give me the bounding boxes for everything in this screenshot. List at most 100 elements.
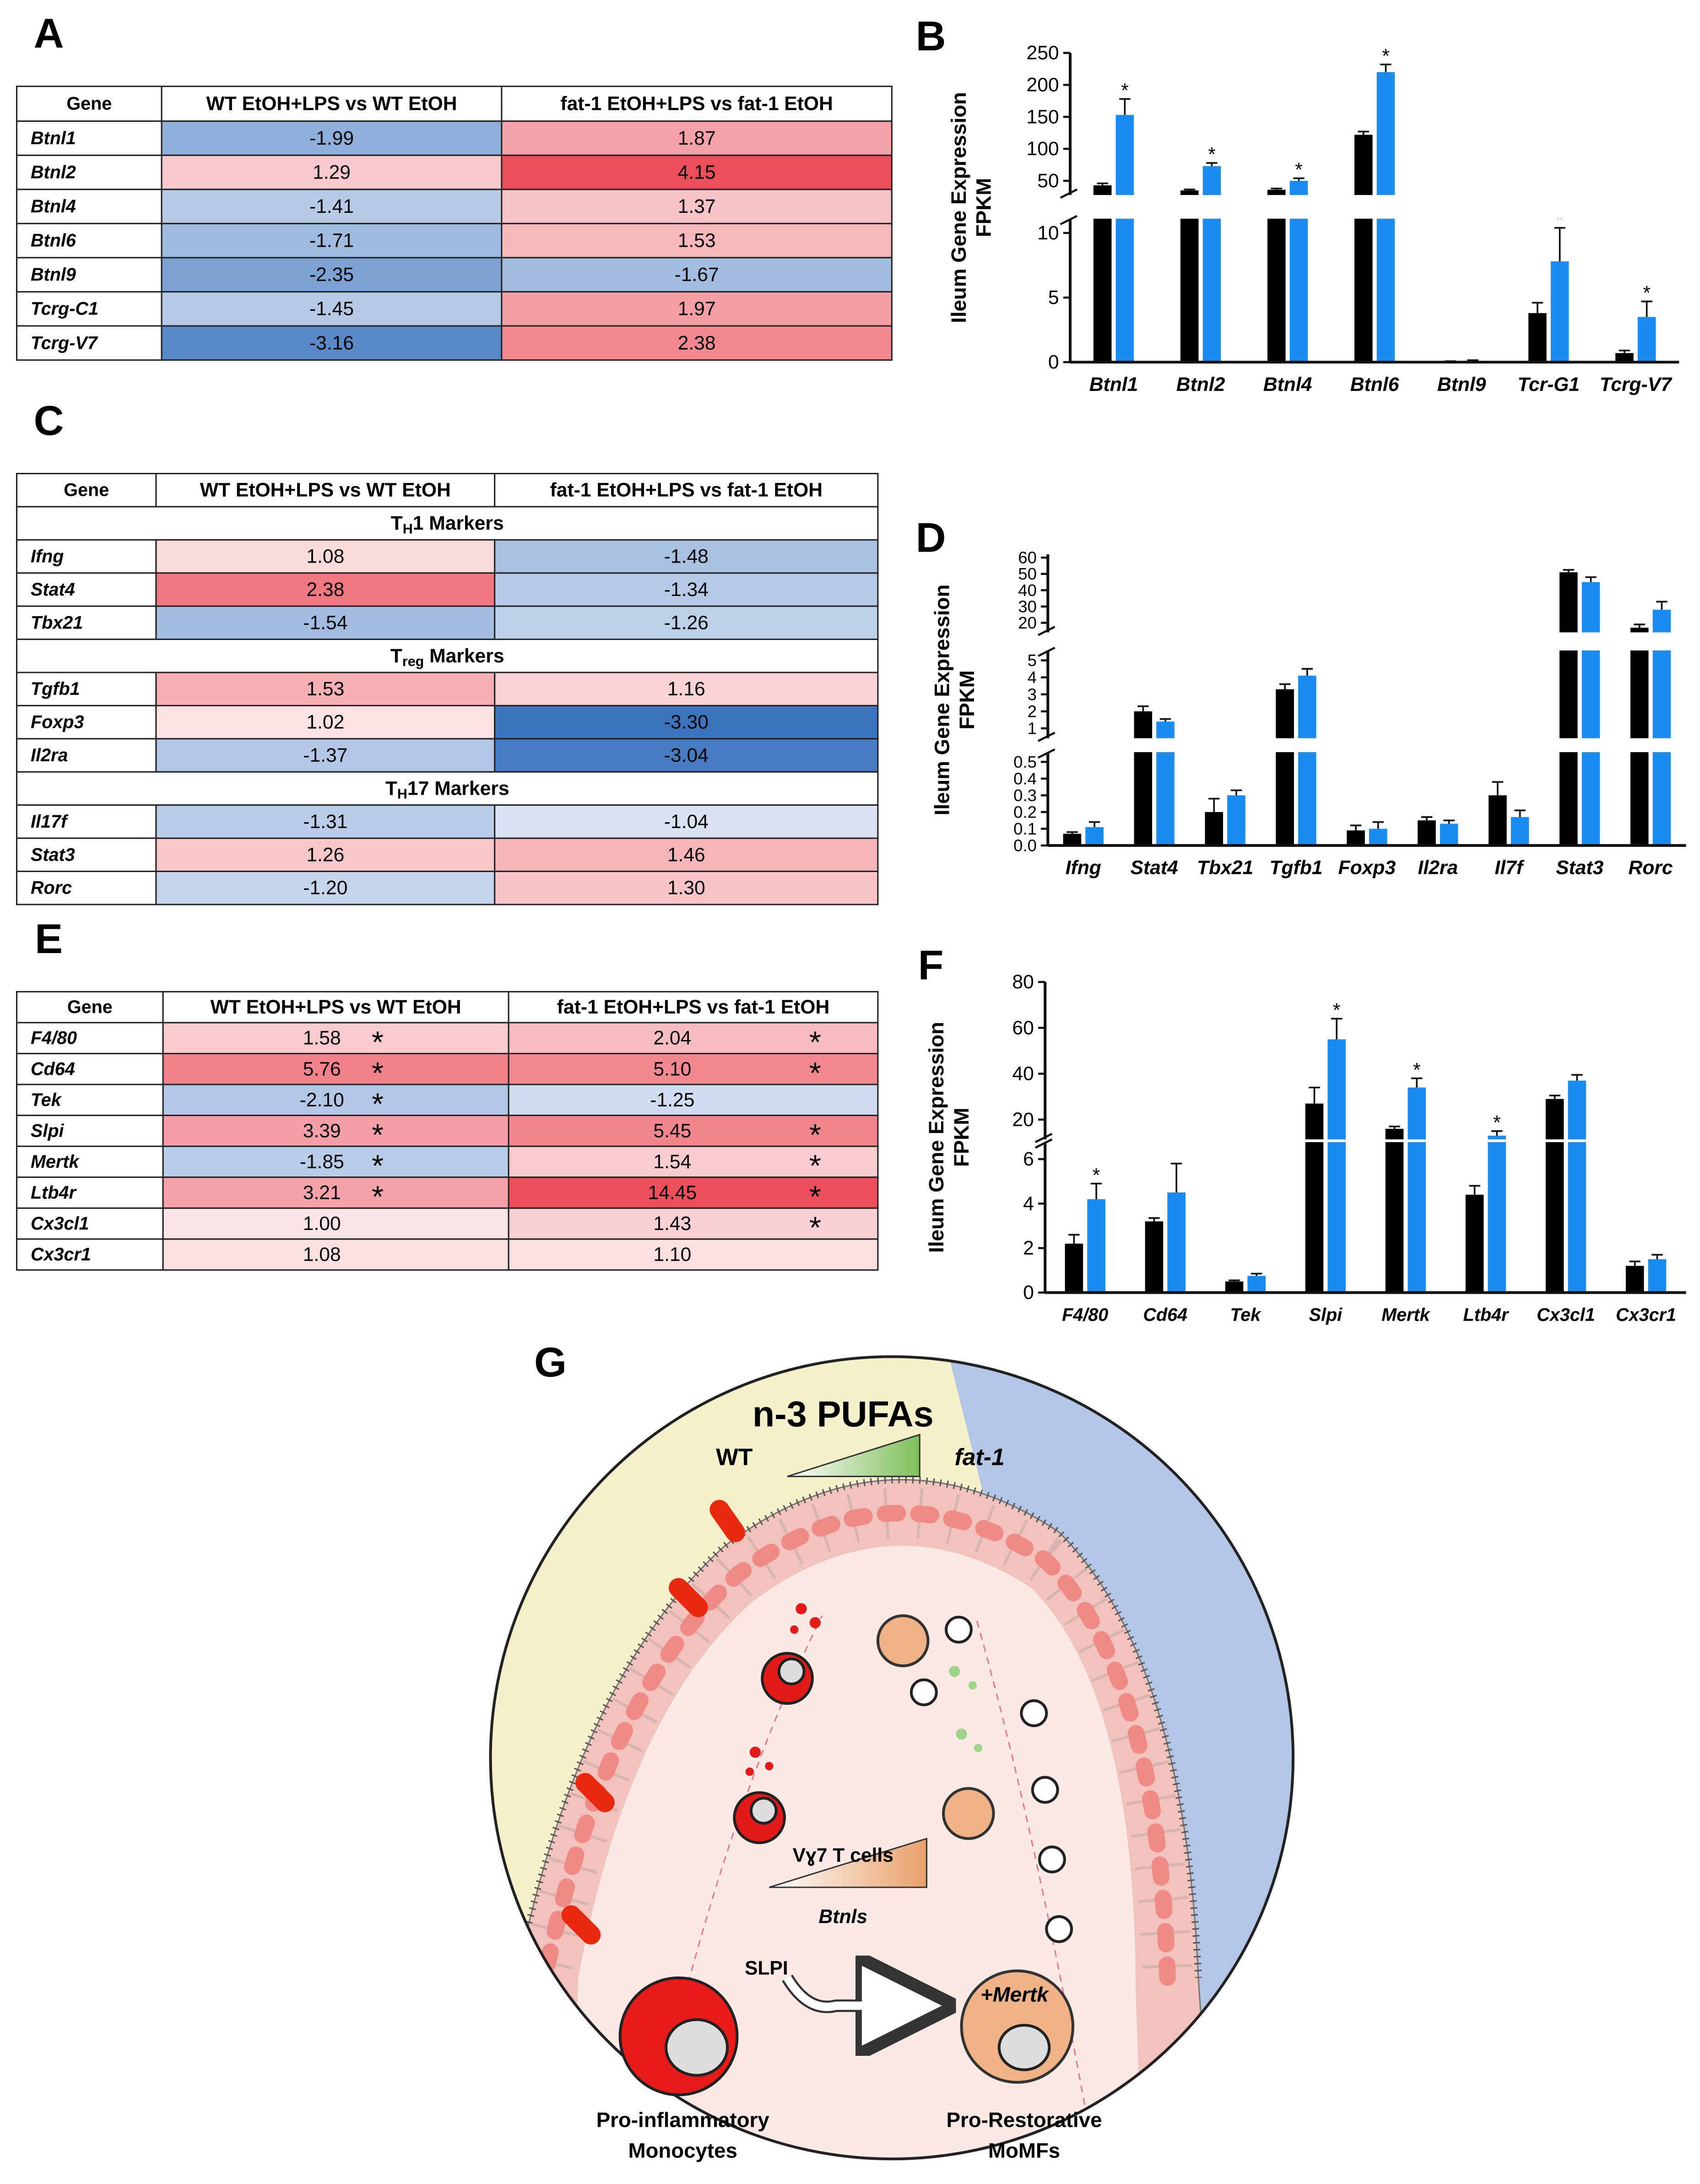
value-cell bbox=[501, 154, 893, 190]
value-cell bbox=[501, 257, 893, 293]
x-tick-label: Slpi bbox=[1309, 1305, 1343, 1325]
x-tick-label: Cx3cr1 bbox=[1616, 1305, 1676, 1325]
header-text: fat-1 EtOH+LPS vs fat-1 EtOH bbox=[557, 996, 829, 1018]
y-tick-label: 0.4 bbox=[1013, 769, 1037, 788]
monocyte bbox=[618, 1976, 1051, 2097]
bar bbox=[1276, 689, 1294, 845]
value-text: 1.37 bbox=[678, 195, 716, 217]
gene-cell bbox=[16, 539, 157, 574]
gene-name: Cx3cl1 bbox=[31, 1214, 89, 1234]
bar bbox=[1180, 190, 1199, 363]
value-text: 1.02 bbox=[306, 711, 344, 733]
gene-cell bbox=[16, 572, 157, 607]
error-bar bbox=[1585, 576, 1597, 582]
y-tick-label: 20 bbox=[1018, 613, 1037, 632]
value-text: 1.26 bbox=[306, 844, 344, 866]
x-tick-label: Tek bbox=[1230, 1305, 1261, 1325]
y-tick-label: 60 bbox=[1012, 1017, 1034, 1039]
value-cell bbox=[155, 837, 496, 873]
break-mark bbox=[1037, 626, 1056, 657]
value-text: 4.15 bbox=[678, 162, 716, 184]
axis-break bbox=[1034, 1139, 1686, 1143]
value-text: 1.53 bbox=[306, 678, 344, 700]
error-bar bbox=[1088, 821, 1100, 827]
x-tick-label: Btnl1 bbox=[1089, 374, 1138, 396]
value-text: 1.10 bbox=[653, 1244, 691, 1266]
error-bar bbox=[1549, 1095, 1560, 1099]
error-bar bbox=[1411, 1077, 1423, 1088]
error-bar bbox=[1097, 182, 1108, 185]
value-text: -1.41 bbox=[309, 195, 354, 217]
gene-cell bbox=[16, 871, 157, 905]
gene-name: Tek bbox=[31, 1090, 62, 1110]
x-tick-label: Tcrg-V7 bbox=[1600, 374, 1673, 396]
bar bbox=[1440, 824, 1458, 845]
y-tick-label: 0.3 bbox=[1013, 786, 1037, 805]
gene-name: Btnl2 bbox=[31, 163, 76, 183]
x-tick-label: Mertk bbox=[1381, 1305, 1431, 1325]
y-tick-label: 2 bbox=[1028, 702, 1037, 721]
axis-break bbox=[1036, 738, 1686, 753]
value-text: -1.85 bbox=[300, 1151, 344, 1173]
error-bar bbox=[1090, 1182, 1102, 1199]
section-text: T bbox=[391, 512, 403, 534]
bar bbox=[1247, 1276, 1266, 1293]
value-cell bbox=[161, 154, 503, 190]
value-cell bbox=[508, 1052, 879, 1085]
gene-cell bbox=[16, 257, 162, 293]
value-text: 1.16 bbox=[667, 678, 705, 700]
bacteria bbox=[561, 1500, 745, 1945]
error-bar bbox=[1068, 1234, 1080, 1244]
y-tick-label: 0.0 bbox=[1013, 836, 1037, 855]
value-cell bbox=[494, 572, 879, 607]
panel-label: F bbox=[918, 942, 944, 989]
gene-cell bbox=[16, 837, 157, 873]
value-cell bbox=[508, 1238, 879, 1271]
bar bbox=[1327, 1039, 1346, 1293]
y-axis-label: FPKM bbox=[972, 178, 996, 237]
y-tick-label: 250 bbox=[1027, 42, 1059, 64]
error-bar bbox=[1491, 1130, 1503, 1136]
error-bar bbox=[1170, 1162, 1182, 1192]
label: Pro-inflammatory bbox=[596, 2108, 770, 2132]
value-cell bbox=[494, 605, 879, 640]
error-bar bbox=[1554, 227, 1565, 262]
bar bbox=[1465, 1194, 1484, 1293]
bar bbox=[1408, 1087, 1426, 1293]
value-cell bbox=[494, 672, 879, 706]
bar bbox=[1227, 795, 1245, 845]
value-cell bbox=[494, 871, 879, 905]
diagram-title: n-3 PUFAs bbox=[753, 1393, 934, 1434]
label: Vɣ7 T cells bbox=[793, 1844, 893, 1866]
value-cell bbox=[155, 738, 496, 773]
error-bar bbox=[1651, 1254, 1663, 1259]
error-bar bbox=[1331, 1018, 1343, 1040]
error-bar bbox=[1309, 1086, 1320, 1104]
gene-name: Slpi bbox=[31, 1121, 65, 1141]
gene-name: Foxp3 bbox=[31, 712, 84, 732]
gene-name: F4/80 bbox=[31, 1028, 77, 1048]
bar bbox=[1167, 1192, 1186, 1293]
value-text: -1.67 bbox=[675, 264, 719, 286]
bar bbox=[1305, 1103, 1324, 1293]
x-tick-label: Foxp3 bbox=[1338, 857, 1396, 879]
y-tick-label: 10 bbox=[1037, 222, 1059, 244]
label: WT bbox=[716, 1444, 753, 1470]
value-text: -1.25 bbox=[650, 1089, 694, 1111]
axis-break bbox=[1036, 632, 1686, 650]
significance: * bbox=[1333, 999, 1341, 1021]
section-text: Markers bbox=[424, 645, 504, 667]
error-bar bbox=[1629, 1260, 1640, 1266]
section-sub: H bbox=[397, 786, 407, 802]
significance: * bbox=[1208, 144, 1216, 166]
error-bar bbox=[1641, 300, 1652, 317]
y-tick-label: 5 bbox=[1028, 651, 1037, 670]
error-bar bbox=[1251, 1273, 1262, 1276]
y-tick-label: 50 bbox=[1037, 170, 1059, 192]
value-cell bbox=[501, 120, 893, 156]
value-text: -1.20 bbox=[303, 877, 347, 899]
bar bbox=[1085, 827, 1104, 845]
value-cell bbox=[501, 189, 893, 224]
value-cell bbox=[494, 705, 879, 740]
label: +Mertk bbox=[980, 1983, 1050, 2006]
